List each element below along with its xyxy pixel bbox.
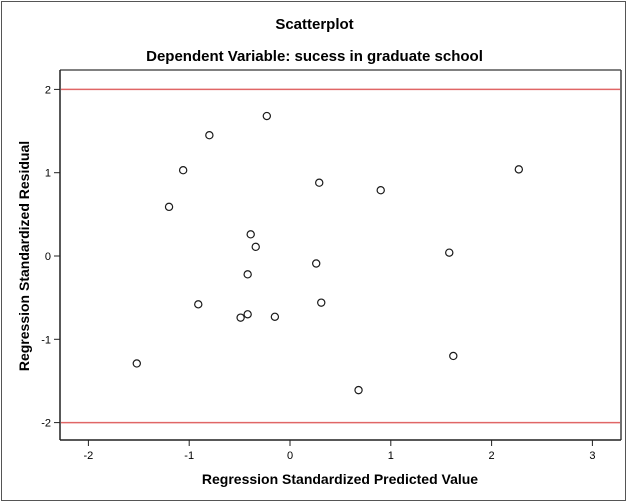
data-point — [262, 111, 272, 121]
y-tick-label: 2 — [45, 84, 51, 96]
chart-title: Scatterplot — [275, 16, 354, 33]
data-point — [132, 359, 141, 368]
data-point — [317, 298, 326, 307]
y-axis-ticks: -2 -1 0 1 2 — [41, 84, 60, 430]
x-axis-ticks: -2 -1 0 1 2 3 — [84, 440, 595, 462]
plot-area — [60, 70, 621, 440]
data-point — [376, 185, 385, 195]
data-point — [514, 165, 524, 174]
x-tick-label: 3 — [589, 450, 595, 462]
chart-subtitle: Dependent Variable: sucess in graduate s… — [146, 48, 483, 65]
x-tick-label: 0 — [287, 450, 293, 462]
data-point — [164, 202, 174, 212]
data-point — [246, 230, 255, 239]
data-point — [178, 166, 188, 175]
y-tick-label: -2 — [41, 418, 51, 430]
data-point — [354, 385, 363, 395]
data-point — [194, 300, 203, 309]
data-point — [312, 259, 321, 268]
data-point — [315, 178, 324, 187]
data-point — [270, 312, 280, 322]
x-tick-label: 1 — [388, 450, 394, 462]
data-point — [205, 131, 214, 140]
data-point — [449, 351, 458, 361]
x-tick-label: 2 — [489, 450, 495, 462]
data-point — [236, 313, 245, 322]
data-point — [243, 270, 252, 279]
data-point — [445, 248, 454, 257]
y-tick-label: 0 — [45, 251, 51, 263]
x-tick-label: -2 — [84, 450, 94, 462]
y-tick-label: -1 — [41, 334, 51, 346]
data-point — [243, 310, 252, 319]
reference-lines — [61, 88, 620, 424]
data-point — [251, 242, 260, 252]
y-tick-label: 1 — [45, 168, 51, 180]
data-points — [132, 111, 524, 395]
x-tick-label: -1 — [184, 450, 194, 462]
x-axis-label: Regression Standardized Predicted Value — [202, 471, 478, 487]
y-axis-label: Regression Standardized Residual — [16, 141, 32, 371]
